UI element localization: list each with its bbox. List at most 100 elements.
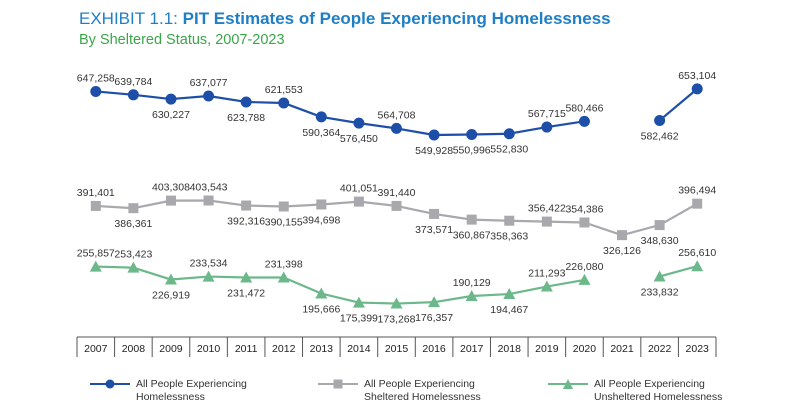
data-label-sheltered: 358,363: [490, 231, 528, 243]
data-label-sheltered: 396,494: [678, 185, 716, 197]
data-point-unsheltered: [390, 297, 403, 309]
data-label-unsheltered: 176,357: [415, 312, 453, 324]
data-label-all: 637,077: [190, 77, 228, 89]
data-point-unsheltered: [164, 273, 177, 285]
data-point-all: [315, 111, 327, 123]
data-label-sheltered: 391,440: [378, 187, 416, 199]
data-point-sheltered: [278, 201, 289, 212]
data-label-unsheltered: 190,129: [453, 277, 491, 289]
series-line-unsheltered: [95, 265, 585, 305]
data-label-sheltered: 403,543: [190, 182, 228, 194]
data-label-sheltered: 390,155: [265, 216, 303, 228]
data-label-sheltered: 348,630: [641, 235, 679, 247]
data-point-all: [691, 83, 703, 95]
data-label-all: 653,104: [678, 70, 716, 82]
legend-symbol-sheltered: [318, 379, 358, 389]
data-label-unsheltered: 211,293: [528, 268, 565, 280]
data-point-unsheltered: [465, 289, 478, 301]
data-label-sheltered: 391,401: [77, 187, 115, 199]
data-point-sheltered: [617, 230, 628, 241]
data-point-all: [578, 115, 590, 127]
data-point-all: [240, 96, 252, 108]
chart-title-block: EXHIBIT 1.1: PIT Estimates of People Exp…: [79, 9, 611, 48]
data-point-unsheltered: [578, 273, 591, 285]
data-label-unsheltered: 253,423: [114, 249, 152, 261]
x-tick-label: 2008: [122, 343, 146, 355]
data-point-unsheltered: [691, 260, 704, 272]
data-label-all: 623,788: [227, 112, 265, 124]
series-line-unsheltered: [659, 265, 698, 278]
x-tick-label: 2013: [310, 343, 334, 355]
data-point-all: [654, 114, 666, 126]
data-point-sheltered: [128, 203, 139, 214]
legend-label-sheltered: All People Experiencing Sheltered Homele…: [364, 378, 481, 403]
data-label-all: 582,462: [641, 130, 679, 142]
data-point-unsheltered: [540, 280, 553, 292]
data-point-sheltered: [429, 208, 440, 219]
x-tick-label: 2020: [573, 343, 597, 355]
data-point-sheltered: [241, 200, 252, 211]
data-point-sheltered: [692, 198, 703, 209]
data-point-unsheltered: [202, 270, 215, 282]
data-point-sheltered: [391, 200, 402, 211]
data-point-all: [428, 129, 440, 141]
x-tick-label: 2023: [686, 343, 710, 355]
data-label-unsheltered: 226,080: [565, 261, 603, 273]
series-line-all: [95, 90, 585, 137]
data-point-sheltered: [165, 195, 176, 206]
data-label-unsheltered: 226,919: [152, 290, 190, 302]
data-label-all: 550,996: [453, 145, 491, 157]
data-label-unsheltered: 175,399: [340, 313, 378, 325]
data-label-all: 590,364: [302, 127, 340, 139]
chart-subtitle: By Sheltered Status, 2007-2023: [79, 32, 285, 48]
x-tick-label: 2011: [235, 343, 258, 355]
data-label-sheltered: 360,867: [453, 230, 491, 242]
data-point-all: [391, 122, 402, 134]
x-tick-label: 2009: [159, 343, 183, 355]
data-label-unsheltered: 231,398: [265, 259, 303, 271]
x-tick-label: 2017: [460, 343, 484, 355]
data-point-unsheltered: [352, 296, 365, 308]
data-label-unsheltered: 194,467: [490, 304, 528, 316]
x-tick-label: 2012: [272, 343, 296, 355]
chart-title-main: PIT Estimates of People Experiencing Hom…: [182, 9, 611, 28]
data-label-all: 576,450: [340, 133, 378, 145]
x-tick-label: 2018: [498, 343, 522, 355]
data-label-all: 639,784: [114, 76, 152, 88]
data-label-all: 580,466: [565, 102, 603, 114]
data-point-all: [353, 117, 365, 129]
data-point-sheltered: [90, 200, 101, 211]
data-point-unsheltered: [315, 287, 328, 299]
data-label-sheltered: 326,126: [603, 245, 641, 257]
data-point-sheltered: [353, 196, 364, 207]
legend-label-all: All People Experiencing Homelessness: [136, 378, 247, 403]
data-point-sheltered: [504, 215, 515, 226]
data-label-sheltered: 386,361: [114, 218, 152, 230]
data-label-unsheltered: 231,472: [227, 287, 265, 299]
data-point-unsheltered: [240, 271, 253, 283]
data-label-unsheltered: 256,610: [678, 247, 716, 259]
data-point-sheltered: [654, 220, 665, 231]
x-tick-label: 2007: [84, 343, 108, 355]
data-point-unsheltered: [428, 296, 441, 308]
x-tick-label: 2010: [197, 343, 221, 355]
data-point-all: [503, 128, 515, 140]
data-label-sheltered: 392,316: [227, 216, 265, 228]
data-label-unsheltered: 233,534: [190, 258, 228, 270]
data-point-all: [466, 129, 478, 141]
legend-symbol-all: [90, 379, 130, 389]
x-tick-label: 2021: [610, 343, 634, 355]
data-point-all: [278, 97, 290, 109]
data-point-all: [203, 90, 215, 102]
data-label-sheltered: 394,698: [302, 214, 340, 226]
exhibit-label: EXHIBIT 1.1:: [79, 9, 178, 28]
x-tick-label: 2019: [535, 343, 559, 355]
data-point-all: [541, 121, 553, 133]
data-label-all: 564,708: [378, 109, 416, 121]
data-point-all: [90, 85, 102, 97]
data-label-unsheltered: 195,666: [302, 304, 340, 316]
data-point-all: [165, 93, 177, 105]
data-point-sheltered: [541, 216, 552, 227]
data-point-unsheltered: [503, 288, 516, 300]
